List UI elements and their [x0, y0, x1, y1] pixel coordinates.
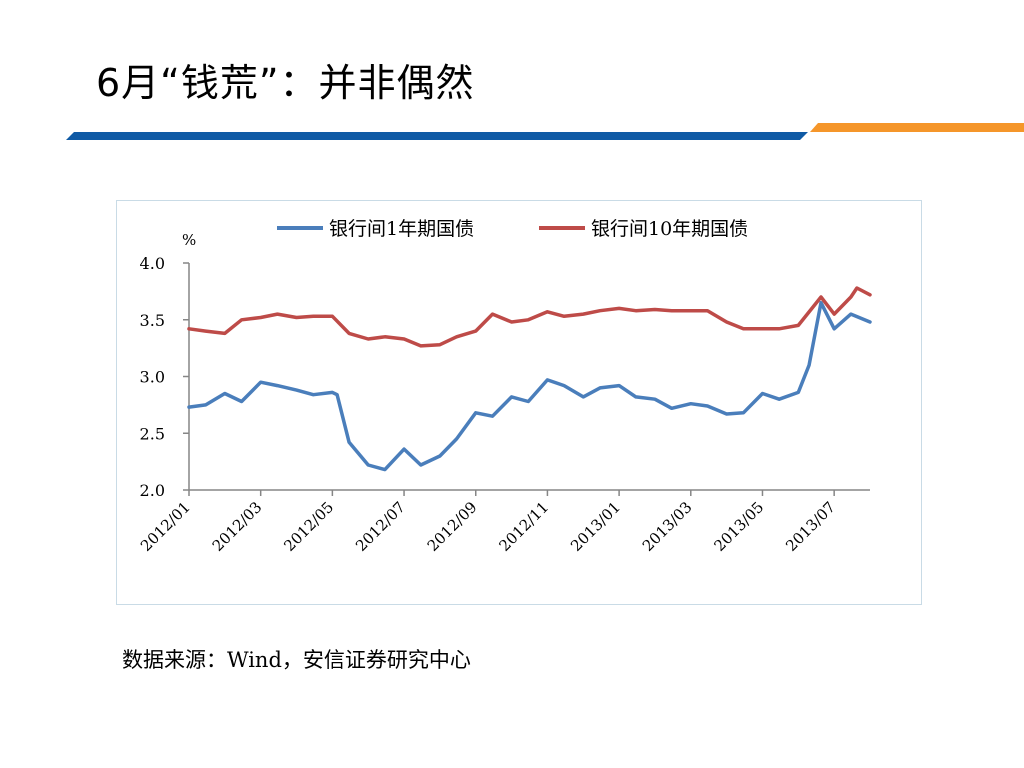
x-tick-label: 2013/01	[567, 498, 624, 555]
x-tick-label: 2013/05	[711, 498, 768, 555]
series-line-1	[187, 300, 872, 472]
x-tick-label: 2013/03	[639, 498, 696, 555]
slide-title: 6月“钱荒”：并非偶然	[96, 61, 475, 105]
x-tick-label: 2012/03	[209, 498, 266, 555]
y-tick-label: 2.5	[140, 424, 165, 443]
divider-orange-bar	[810, 123, 1024, 132]
x-tick-label: 2012/01	[137, 498, 194, 555]
chart-frame: 银行间1年期国债 银行间10年期国债 % 4.0 3.5 3.0 2.5 2.0 201…	[116, 200, 922, 605]
title-divider	[66, 123, 1024, 140]
legend: 银行间1年期国债 银行间10年期国债	[277, 218, 748, 240]
x-tick-label: 2012/09	[424, 498, 481, 555]
y-tick-label: 3.5	[140, 311, 165, 330]
divider-blue-bar	[66, 132, 808, 140]
x-tick-label: 2013/07	[782, 498, 839, 555]
x-tick-label: 2012/11	[495, 498, 552, 555]
legend-label-series-1: 银行间1年期国债	[329, 218, 474, 240]
x-axis: 2012/01 2012/03 2012/05 2012/07 2012/09 2012/…	[137, 489, 870, 555]
y-tick-label: 3.0	[140, 368, 165, 387]
y-tick-label: 4.0	[140, 254, 165, 273]
y-tick-label: 2.0	[140, 481, 165, 500]
series-layer	[187, 286, 872, 472]
source-note: 数据来源：Wind，安信证券研究中心	[122, 648, 471, 672]
y-unit-label: %	[182, 231, 196, 249]
legend-label-series-2: 银行间10年期国债	[591, 218, 748, 240]
y-axis: 4.0 3.5 3.0 2.5 2.0	[140, 254, 190, 500]
x-tick-label: 2012/07	[352, 498, 409, 555]
line-chart: 银行间1年期国债 银行间10年期国债 % 4.0 3.5 3.0 2.5 2.0 201…	[137, 218, 872, 555]
series-line-2	[187, 286, 872, 348]
x-tick-label: 2012/05	[280, 498, 337, 555]
